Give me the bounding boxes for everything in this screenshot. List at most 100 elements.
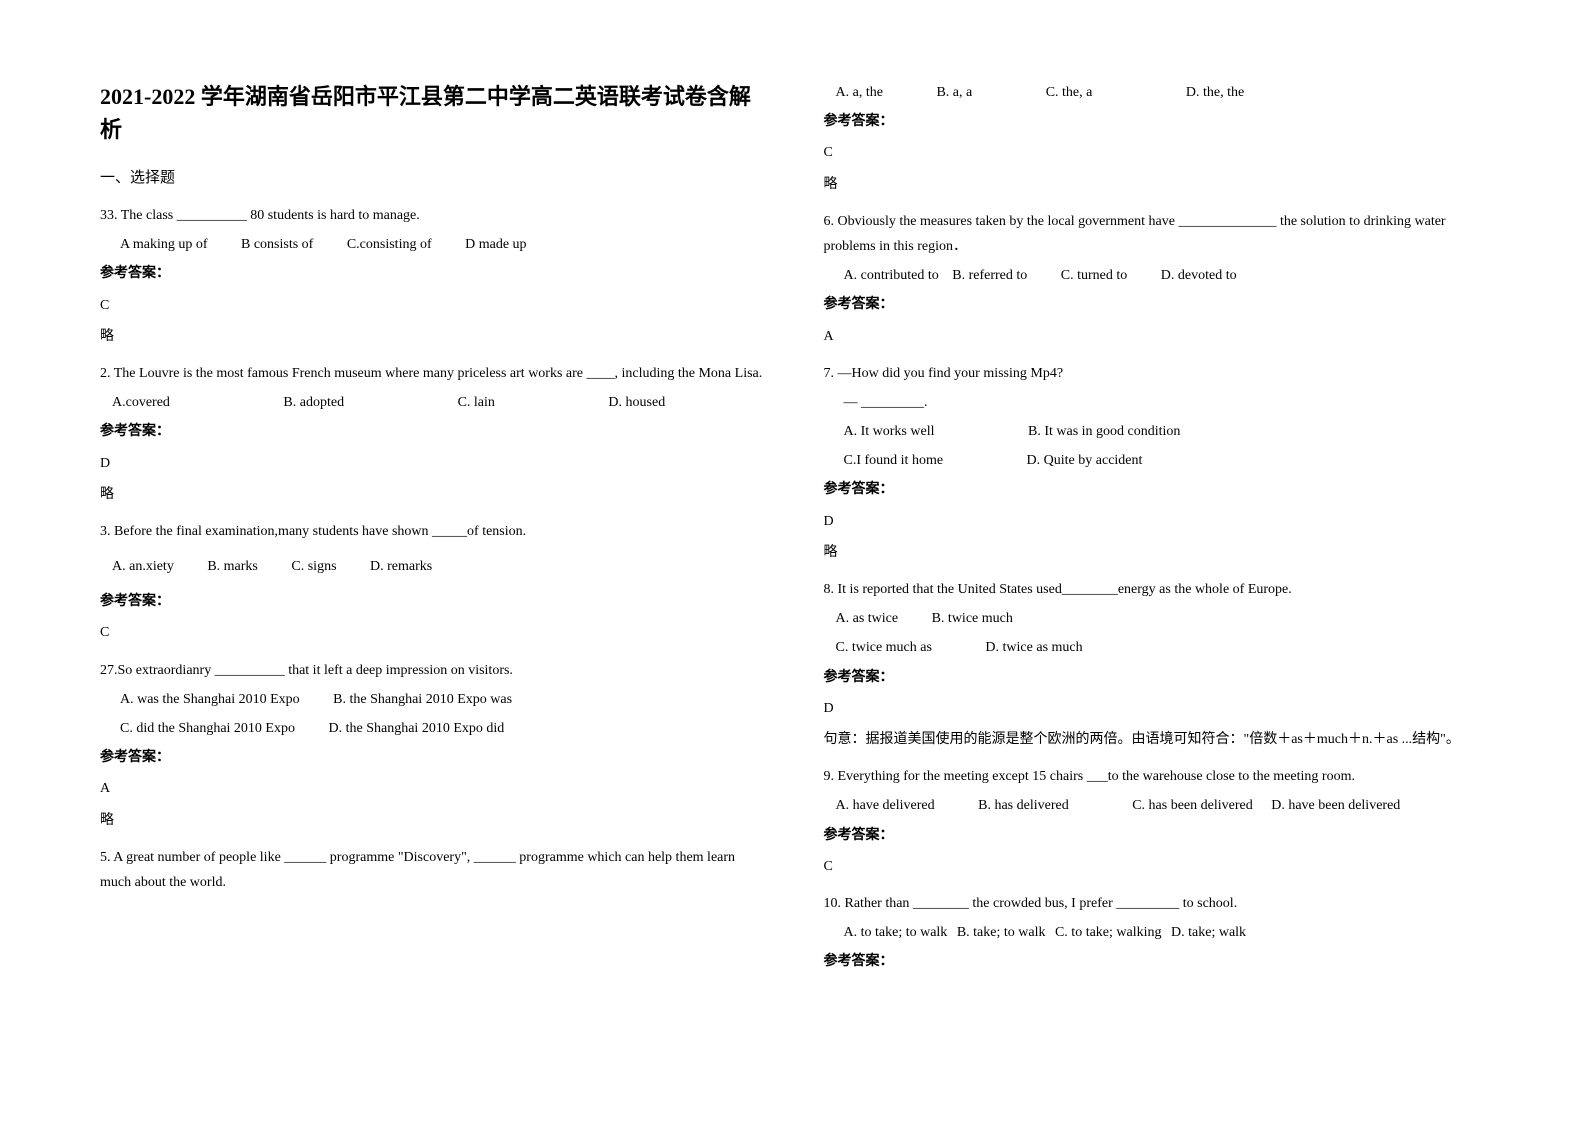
question-text: 10. Rather than ________ the crowded bus… bbox=[824, 891, 1488, 916]
option-c: C. signs bbox=[291, 554, 336, 579]
option-a: A.covered bbox=[112, 390, 170, 415]
answer-label: 参考答案： bbox=[100, 589, 764, 614]
option-c: C.consisting of bbox=[347, 232, 432, 257]
answer-label: 参考答案： bbox=[824, 292, 1488, 317]
option-a: A making up of bbox=[120, 232, 208, 257]
note-skip: 略 bbox=[100, 482, 764, 507]
question-27: 27.So extraordianry __________ that it l… bbox=[100, 658, 764, 833]
page-wrapper: 2021-2022 学年湖南省岳阳市平江县第二中学高二英语联考试卷含解析 一、选… bbox=[100, 80, 1487, 986]
question-options-row2: C.I found it home D. Quite by accident bbox=[844, 448, 1488, 473]
note-skip: 略 bbox=[100, 808, 764, 833]
option-b: B. the Shanghai 2010 Expo was bbox=[333, 687, 512, 712]
note-skip: 略 bbox=[824, 540, 1488, 565]
option-d: D made up bbox=[465, 232, 526, 257]
question-options: A making up of B consists of C.consistin… bbox=[120, 232, 764, 257]
option-c: C. the, a bbox=[1046, 80, 1093, 105]
answer-value: C bbox=[100, 620, 764, 645]
option-c: C. to take; walking bbox=[1055, 920, 1162, 945]
answer-label: 参考答案： bbox=[824, 949, 1488, 974]
option-b: B. take; to walk bbox=[957, 920, 1046, 945]
question-options-row1: A. was the Shanghai 2010 Expo B. the Sha… bbox=[120, 687, 764, 712]
question-6: 6. Obviously the measures taken by the l… bbox=[824, 209, 1488, 349]
answer-value: D bbox=[824, 696, 1488, 721]
question-options: A. an.xiety B. marks C. signs D. remarks bbox=[112, 554, 764, 579]
option-b: B. referred to bbox=[952, 263, 1027, 288]
answer-label: 参考答案： bbox=[824, 665, 1488, 690]
option-c: C. lain bbox=[458, 390, 495, 415]
question-10: 10. Rather than ________ the crowded bus… bbox=[824, 891, 1488, 975]
question-text: 3. Before the final examination,many stu… bbox=[100, 519, 764, 544]
question-text-2: — _________. bbox=[844, 390, 1488, 415]
option-d: D. devoted to bbox=[1161, 263, 1237, 288]
question-options: A. have delivered B. has delivered C. ha… bbox=[836, 793, 1488, 818]
explanation: 句意：据报道美国使用的能源是整个欧洲的两倍。由语境可知符合："倍数＋as＋muc… bbox=[824, 727, 1488, 752]
note-skip: 略 bbox=[100, 324, 764, 349]
question-text: 2. The Louvre is the most famous French … bbox=[100, 361, 764, 386]
question-33: 33. The class __________ 80 students is … bbox=[100, 203, 764, 349]
answer-value: D bbox=[100, 451, 764, 476]
answer-label: 参考答案： bbox=[100, 419, 764, 444]
question-7: 7. —How did you find your missing Mp4? —… bbox=[824, 361, 1488, 565]
left-column: 2021-2022 学年湖南省岳阳市平江县第二中学高二英语联考试卷含解析 一、选… bbox=[100, 80, 764, 986]
option-d: D. housed bbox=[608, 390, 665, 415]
option-d: D. take; walk bbox=[1171, 920, 1246, 945]
answer-value: D bbox=[824, 509, 1488, 534]
option-d: D. the, the bbox=[1186, 80, 1244, 105]
question-text: 27.So extraordianry __________ that it l… bbox=[100, 658, 764, 683]
option-b: B. marks bbox=[207, 554, 258, 579]
question-options: A. contributed to B. referred to C. turn… bbox=[844, 263, 1488, 288]
question-options: A. to take; to walk B. take; to walk C. … bbox=[844, 920, 1488, 945]
question-5-text: 5. A great number of people like ______ … bbox=[100, 845, 764, 895]
exam-title: 2021-2022 学年湖南省岳阳市平江县第二中学高二英语联考试卷含解析 bbox=[100, 80, 764, 146]
question-text: 8. It is reported that the United States… bbox=[824, 577, 1488, 602]
option-c: C. did the Shanghai 2010 Expo bbox=[120, 716, 295, 741]
option-d: D. twice as much bbox=[985, 635, 1082, 660]
option-b: B. adopted bbox=[283, 390, 344, 415]
option-a: A. It works well bbox=[844, 419, 935, 444]
option-b: B. It was in good condition bbox=[1028, 419, 1180, 444]
option-a: A. a, the bbox=[836, 80, 883, 105]
answer-value: A bbox=[824, 324, 1488, 349]
option-b: B. twice much bbox=[932, 606, 1013, 631]
question-2: 2. The Louvre is the most famous French … bbox=[100, 361, 764, 507]
question-9: 9. Everything for the meeting except 15 … bbox=[824, 764, 1488, 879]
question-options-row2: C. twice much as D. twice as much bbox=[836, 635, 1488, 660]
option-a: A. as twice bbox=[836, 606, 899, 631]
option-a: A. an.xiety bbox=[112, 554, 174, 579]
right-column: A. a, the B. a, a C. the, a D. the, the … bbox=[824, 80, 1488, 986]
question-options-row1: A. It works well B. It was in good condi… bbox=[844, 419, 1488, 444]
option-c: C. has been delivered bbox=[1132, 793, 1253, 818]
question-text: 5. A great number of people like ______ … bbox=[100, 845, 764, 895]
question-options: A.covered B. adopted C. lain D. housed bbox=[112, 390, 764, 415]
option-d: D. remarks bbox=[370, 554, 432, 579]
note-skip: 略 bbox=[824, 172, 1488, 197]
option-c: C.I found it home bbox=[844, 448, 944, 473]
answer-label: 参考答案： bbox=[824, 477, 1488, 502]
option-b: B. has delivered bbox=[978, 793, 1069, 818]
question-options-row1: A. as twice B. twice much bbox=[836, 606, 1488, 631]
question-options: A. a, the B. a, a C. the, a D. the, the bbox=[836, 80, 1488, 105]
question-options-row2: C. did the Shanghai 2010 Expo D. the Sha… bbox=[120, 716, 764, 741]
question-text: 7. —How did you find your missing Mp4? bbox=[824, 361, 1488, 386]
answer-value: C bbox=[100, 293, 764, 318]
option-a: A. was the Shanghai 2010 Expo bbox=[120, 687, 300, 712]
answer-label: 参考答案： bbox=[824, 823, 1488, 848]
question-text: 6. Obviously the measures taken by the l… bbox=[824, 209, 1488, 259]
option-a: A. contributed to bbox=[844, 263, 939, 288]
answer-label: 参考答案： bbox=[100, 745, 764, 770]
question-5-options: A. a, the B. a, a C. the, a D. the, the … bbox=[824, 80, 1488, 197]
option-b: B consists of bbox=[241, 232, 313, 257]
option-d: D. Quite by accident bbox=[1027, 448, 1143, 473]
option-b: B. a, a bbox=[936, 80, 972, 105]
option-d: D. the Shanghai 2010 Expo did bbox=[329, 716, 505, 741]
section-title: 一、选择题 bbox=[100, 166, 764, 187]
option-a: A. to take; to walk bbox=[844, 920, 948, 945]
answer-value: A bbox=[100, 776, 764, 801]
option-d: D. have been delivered bbox=[1271, 793, 1400, 818]
answer-value: C bbox=[824, 140, 1488, 165]
option-c: C. twice much as bbox=[836, 635, 932, 660]
question-text: 33. The class __________ 80 students is … bbox=[100, 203, 764, 228]
answer-label: 参考答案： bbox=[100, 261, 764, 286]
answer-label: 参考答案： bbox=[824, 109, 1488, 134]
question-3: 3. Before the final examination,many stu… bbox=[100, 519, 764, 646]
